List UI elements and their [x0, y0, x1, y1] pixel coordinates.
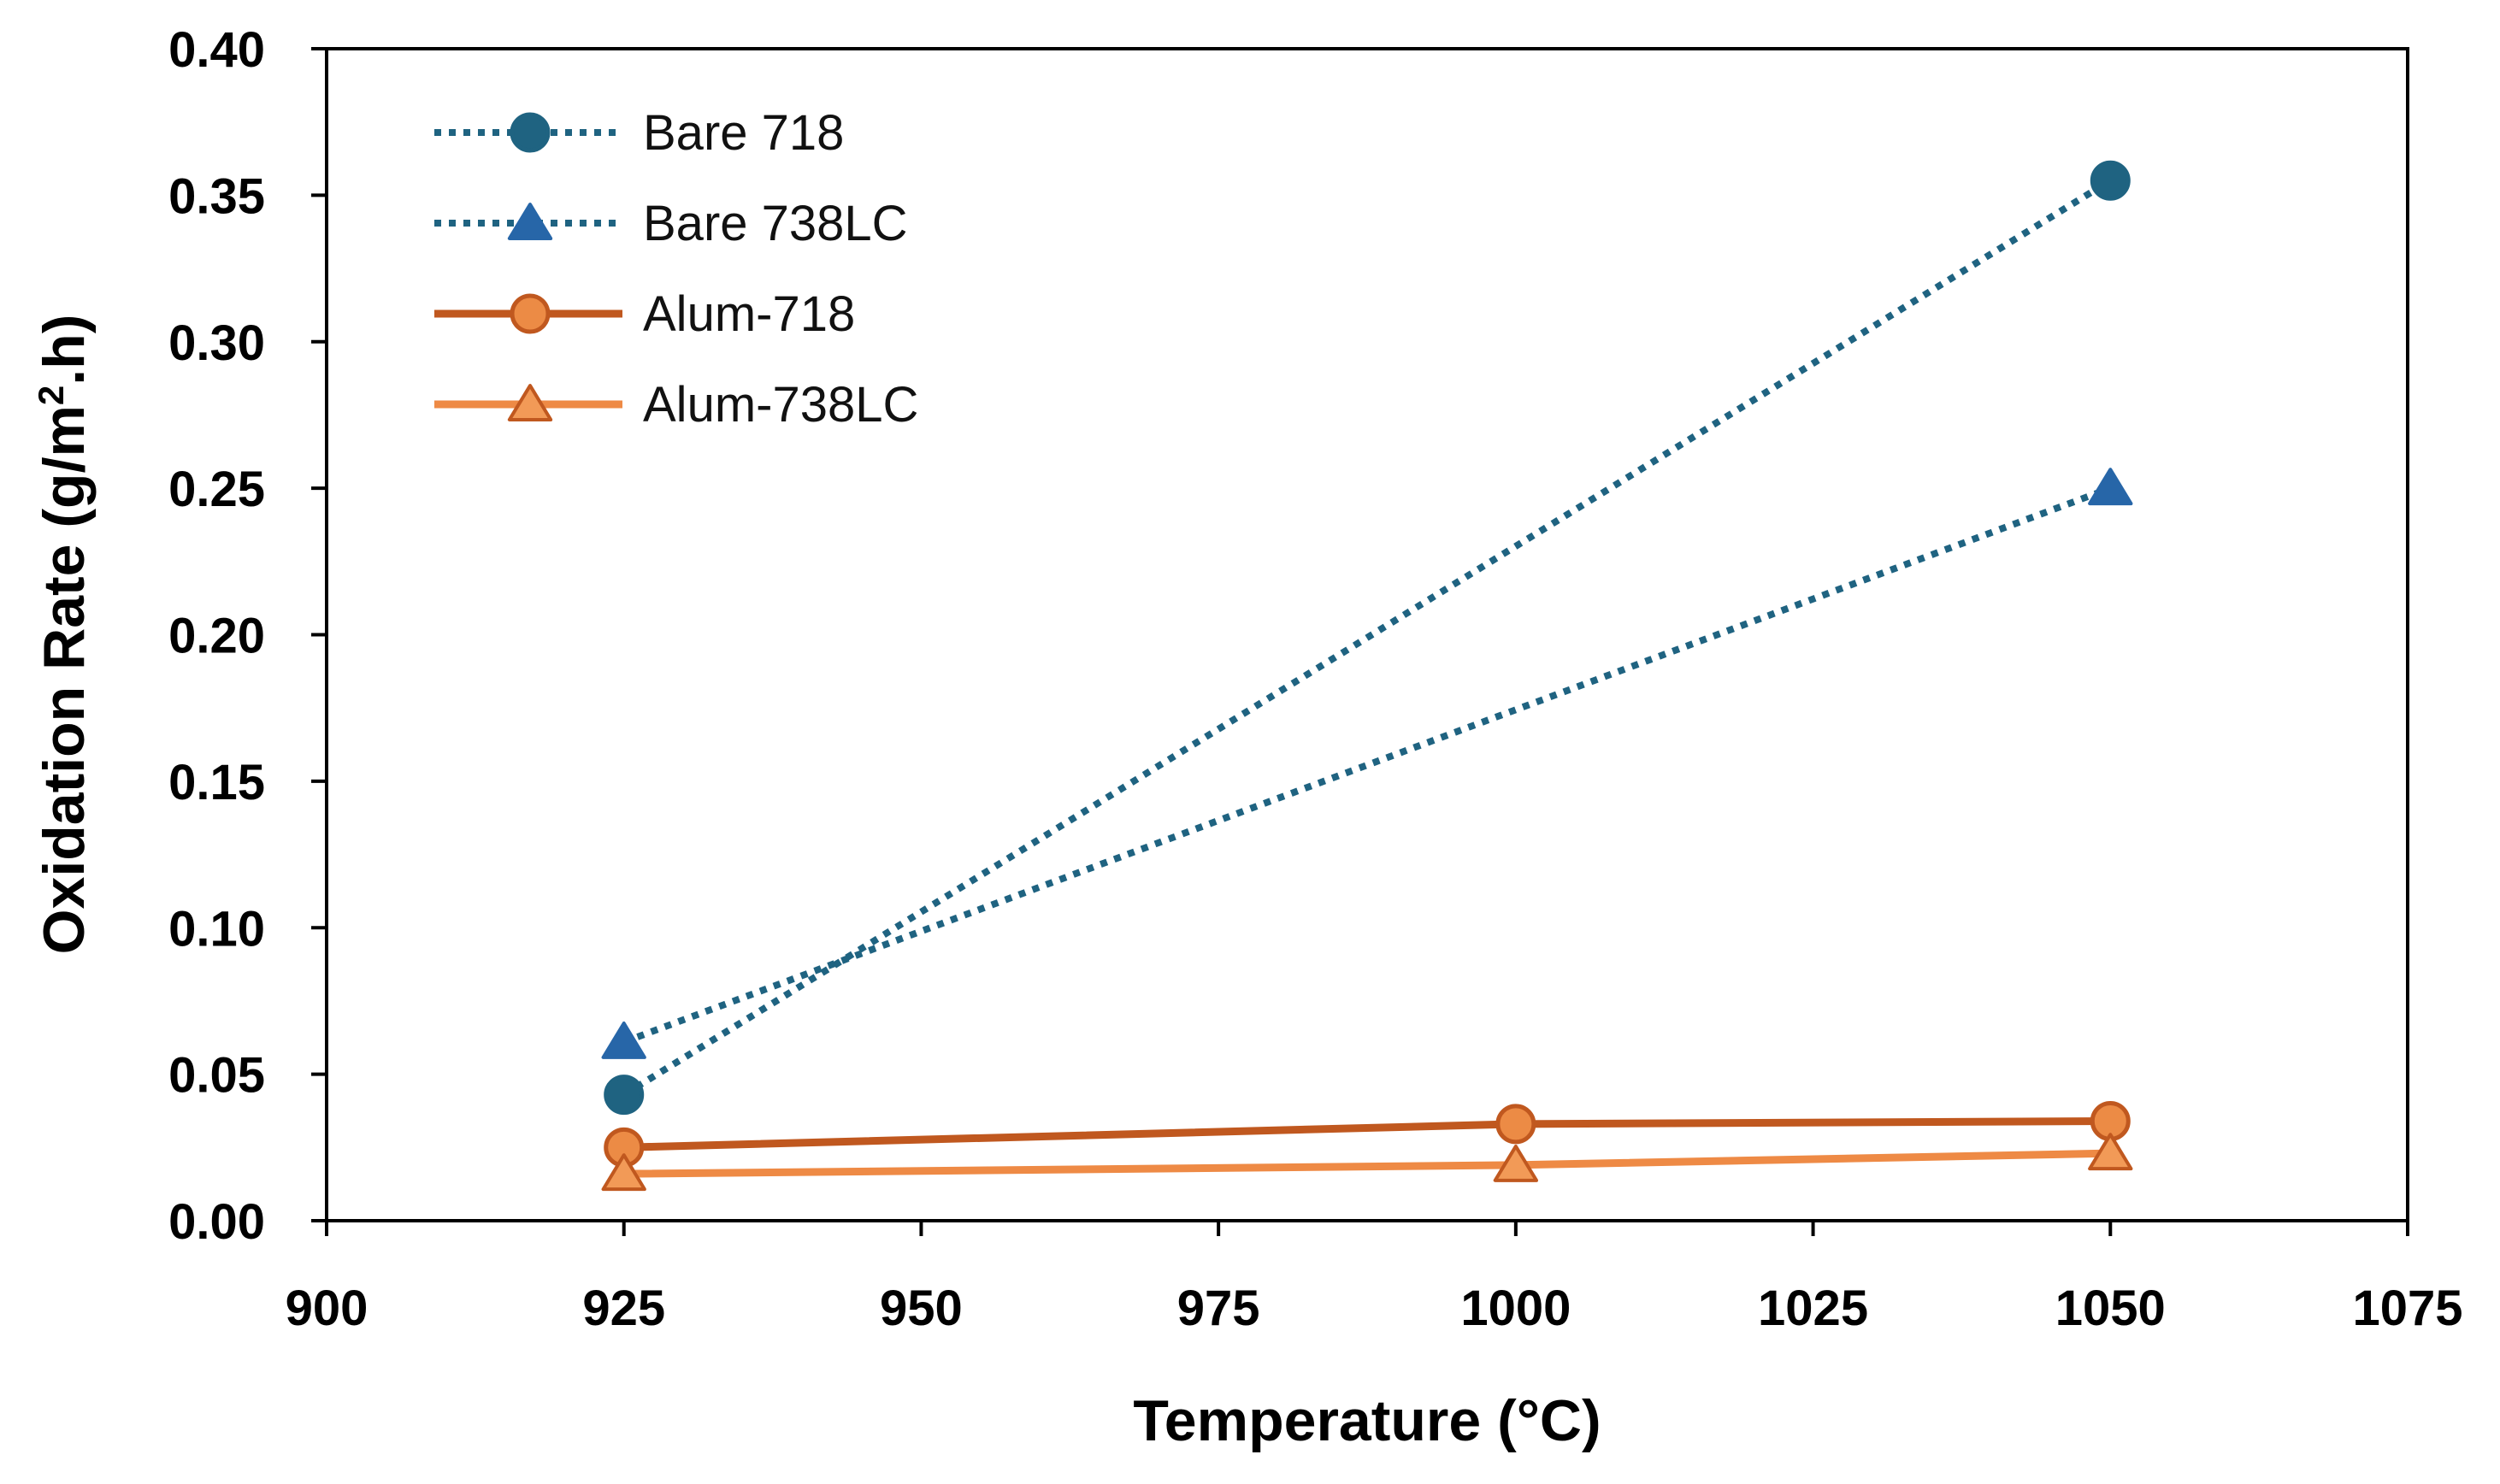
y-tick-label: 0.05 — [168, 1048, 265, 1104]
legend-marker-alum-738lc — [507, 384, 553, 421]
y-tick-label: 0.00 — [168, 1194, 265, 1250]
series-line-bare-718 — [622, 177, 2113, 1098]
y-axis-title-main: Oxidation Rate (g/m — [32, 405, 97, 954]
data-point-bare-738lc — [2088, 468, 2133, 506]
series-line-bare-738lc — [622, 485, 2112, 1045]
y-tick-label: 0.10 — [168, 901, 265, 957]
legend-marker-alum-718 — [510, 293, 551, 334]
x-axis: 900 925 950 975 1000 1025 1050 1075 — [286, 1221, 2463, 1336]
y-axis-title: Oxidation Rate (g/m2.h) — [31, 315, 97, 955]
y-tick-label: 0.35 — [168, 168, 265, 224]
y-axis: 0.00 0.05 0.10 0.15 0.20 0.25 0.30 0.35 0.40 — [168, 22, 327, 1250]
y-tick-label: 0.30 — [168, 315, 265, 371]
legend-marker-bare-738lc — [507, 203, 553, 240]
x-tick-label: 900 — [286, 1281, 369, 1336]
series-alum-738lc — [601, 1133, 2133, 1192]
legend-item-alum-738lc: Alum-738LC — [434, 377, 918, 433]
data-point-bare-718 — [2090, 160, 2131, 201]
series-bare-718 — [604, 160, 2131, 1116]
y-tick-label: 0.25 — [168, 462, 265, 517]
legend-label-alum-718: Alum-718 — [643, 286, 855, 342]
data-point-bare-738lc — [601, 1021, 646, 1059]
x-tick-label: 1075 — [2352, 1281, 2462, 1336]
x-tick-label: 925 — [582, 1281, 665, 1336]
legend-item-bare-738lc: Bare 738LC — [434, 196, 908, 251]
data-point-alum-718 — [1495, 1104, 1536, 1145]
legend-label-bare-738lc: Bare 738LC — [643, 196, 908, 251]
y-tick-label: 0.40 — [168, 22, 265, 78]
x-tick-label: 1000 — [1460, 1281, 1571, 1336]
legend-item-alum-718: Alum-718 — [434, 286, 855, 342]
y-axis-title-tail: .h) — [32, 315, 97, 386]
data-point-bare-718 — [604, 1075, 645, 1116]
x-tick-label: 950 — [880, 1281, 963, 1336]
x-tick-label: 1025 — [1758, 1281, 1868, 1336]
x-axis-title: Temperature (°C) — [1133, 1388, 1601, 1453]
legend-marker-bare-718 — [510, 112, 551, 153]
legend: Bare 718 Bare 738LC Alum-718 Alum-738LC — [434, 105, 918, 433]
data-point-alum-738lc — [1493, 1144, 1539, 1182]
data-point-alum-738lc — [601, 1153, 646, 1192]
y-axis-title-superscript: 2 — [31, 386, 71, 405]
data-point-alum-738lc — [2088, 1133, 2133, 1171]
x-tick-label: 975 — [1177, 1281, 1260, 1336]
series-layer — [601, 160, 2133, 1192]
x-tick-label: 1050 — [2055, 1281, 2166, 1336]
y-tick-label: 0.20 — [168, 609, 265, 664]
legend-label-alum-738lc: Alum-738LC — [643, 377, 918, 433]
y-tick-label: 0.15 — [168, 755, 265, 810]
series-alum-718 — [604, 1100, 2131, 1168]
legend-item-bare-718: Bare 718 — [434, 105, 844, 161]
series-bare-738lc — [601, 468, 2133, 1059]
legend-label-bare-718: Bare 718 — [643, 105, 844, 161]
